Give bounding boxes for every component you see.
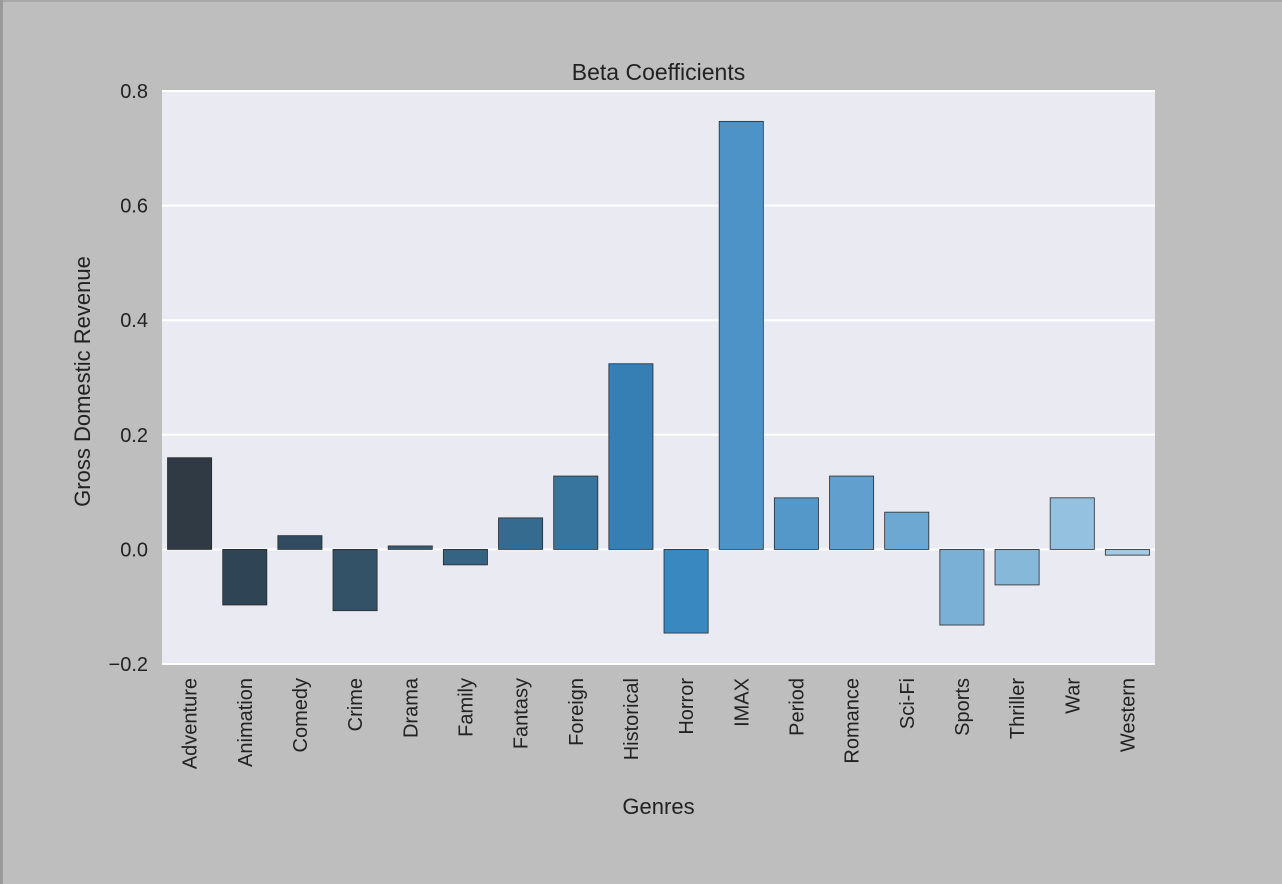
- x-tick-label: Period: [786, 678, 808, 736]
- bar-family: [442, 549, 488, 566]
- x-tick-label: War: [1062, 678, 1084, 714]
- x-tick-label: Family: [455, 678, 477, 737]
- window-left-edge: [0, 0, 3, 884]
- y-tick-label: −0.2: [109, 654, 148, 676]
- x-tick-label: Adventure: [180, 678, 202, 769]
- bar-comedy: [277, 535, 323, 550]
- bar-sports: [939, 549, 985, 626]
- bar-animation: [222, 549, 268, 606]
- x-tick-label: Western: [1117, 678, 1139, 752]
- x-tick-label: Fantasy: [511, 678, 533, 749]
- bars: [167, 120, 1150, 634]
- x-tick-label: Foreign: [566, 678, 588, 746]
- x-tick-label: Drama: [400, 677, 422, 738]
- y-tick-label: 0.6: [120, 196, 148, 218]
- bar-imax: [718, 120, 764, 550]
- x-tick-label: Historical: [621, 678, 643, 760]
- x-tick-label: Sports: [952, 678, 974, 736]
- bar-historical: [608, 363, 654, 550]
- y-tick-label: 0.0: [120, 539, 148, 561]
- bar-sci-fi: [884, 511, 930, 550]
- x-axis-title: Genres: [622, 794, 694, 819]
- x-tick-label: IMAX: [731, 678, 753, 727]
- y-tick-label: 0.8: [120, 81, 148, 103]
- y-tick-labels: −0.2 0.0 0.2 0.4 0.6 0.8: [109, 81, 148, 676]
- plot-area: [162, 91, 1155, 664]
- bar-western: [1104, 549, 1150, 556]
- bar-thriller: [994, 549, 1040, 586]
- x-tick-labels: Adventure Animation Comedy Crime Drama Family…: [180, 677, 1140, 769]
- x-tick-label: Animation: [235, 678, 257, 767]
- bar-drama: [387, 545, 433, 550]
- y-axis-title: Gross Domestic Revenue: [70, 256, 95, 507]
- y-tick-label: 0.2: [120, 425, 148, 447]
- x-tick-label: Comedy: [290, 678, 312, 752]
- bar-adventure: [167, 457, 213, 550]
- bar-foreign: [553, 475, 599, 550]
- bar-horror: [663, 549, 709, 634]
- bar-period: [773, 497, 819, 550]
- x-tick-label: Crime: [345, 678, 367, 731]
- y-tick-label: 0.4: [120, 310, 148, 332]
- x-tick-label: Sci-Fi: [897, 678, 919, 729]
- x-tick-label: Horror: [676, 678, 698, 735]
- x-tick-label: Thriller: [1007, 678, 1029, 739]
- x-tick-label: Romance: [842, 678, 864, 764]
- bar-romance: [829, 475, 875, 550]
- gridlines: [162, 90, 1155, 665]
- bar-fantasy: [498, 517, 544, 550]
- bar-war: [1049, 497, 1095, 550]
- bar-crime: [332, 549, 378, 612]
- window-top-edge: [0, 0, 1282, 2]
- chart-title: Beta Coefficients: [572, 59, 745, 85]
